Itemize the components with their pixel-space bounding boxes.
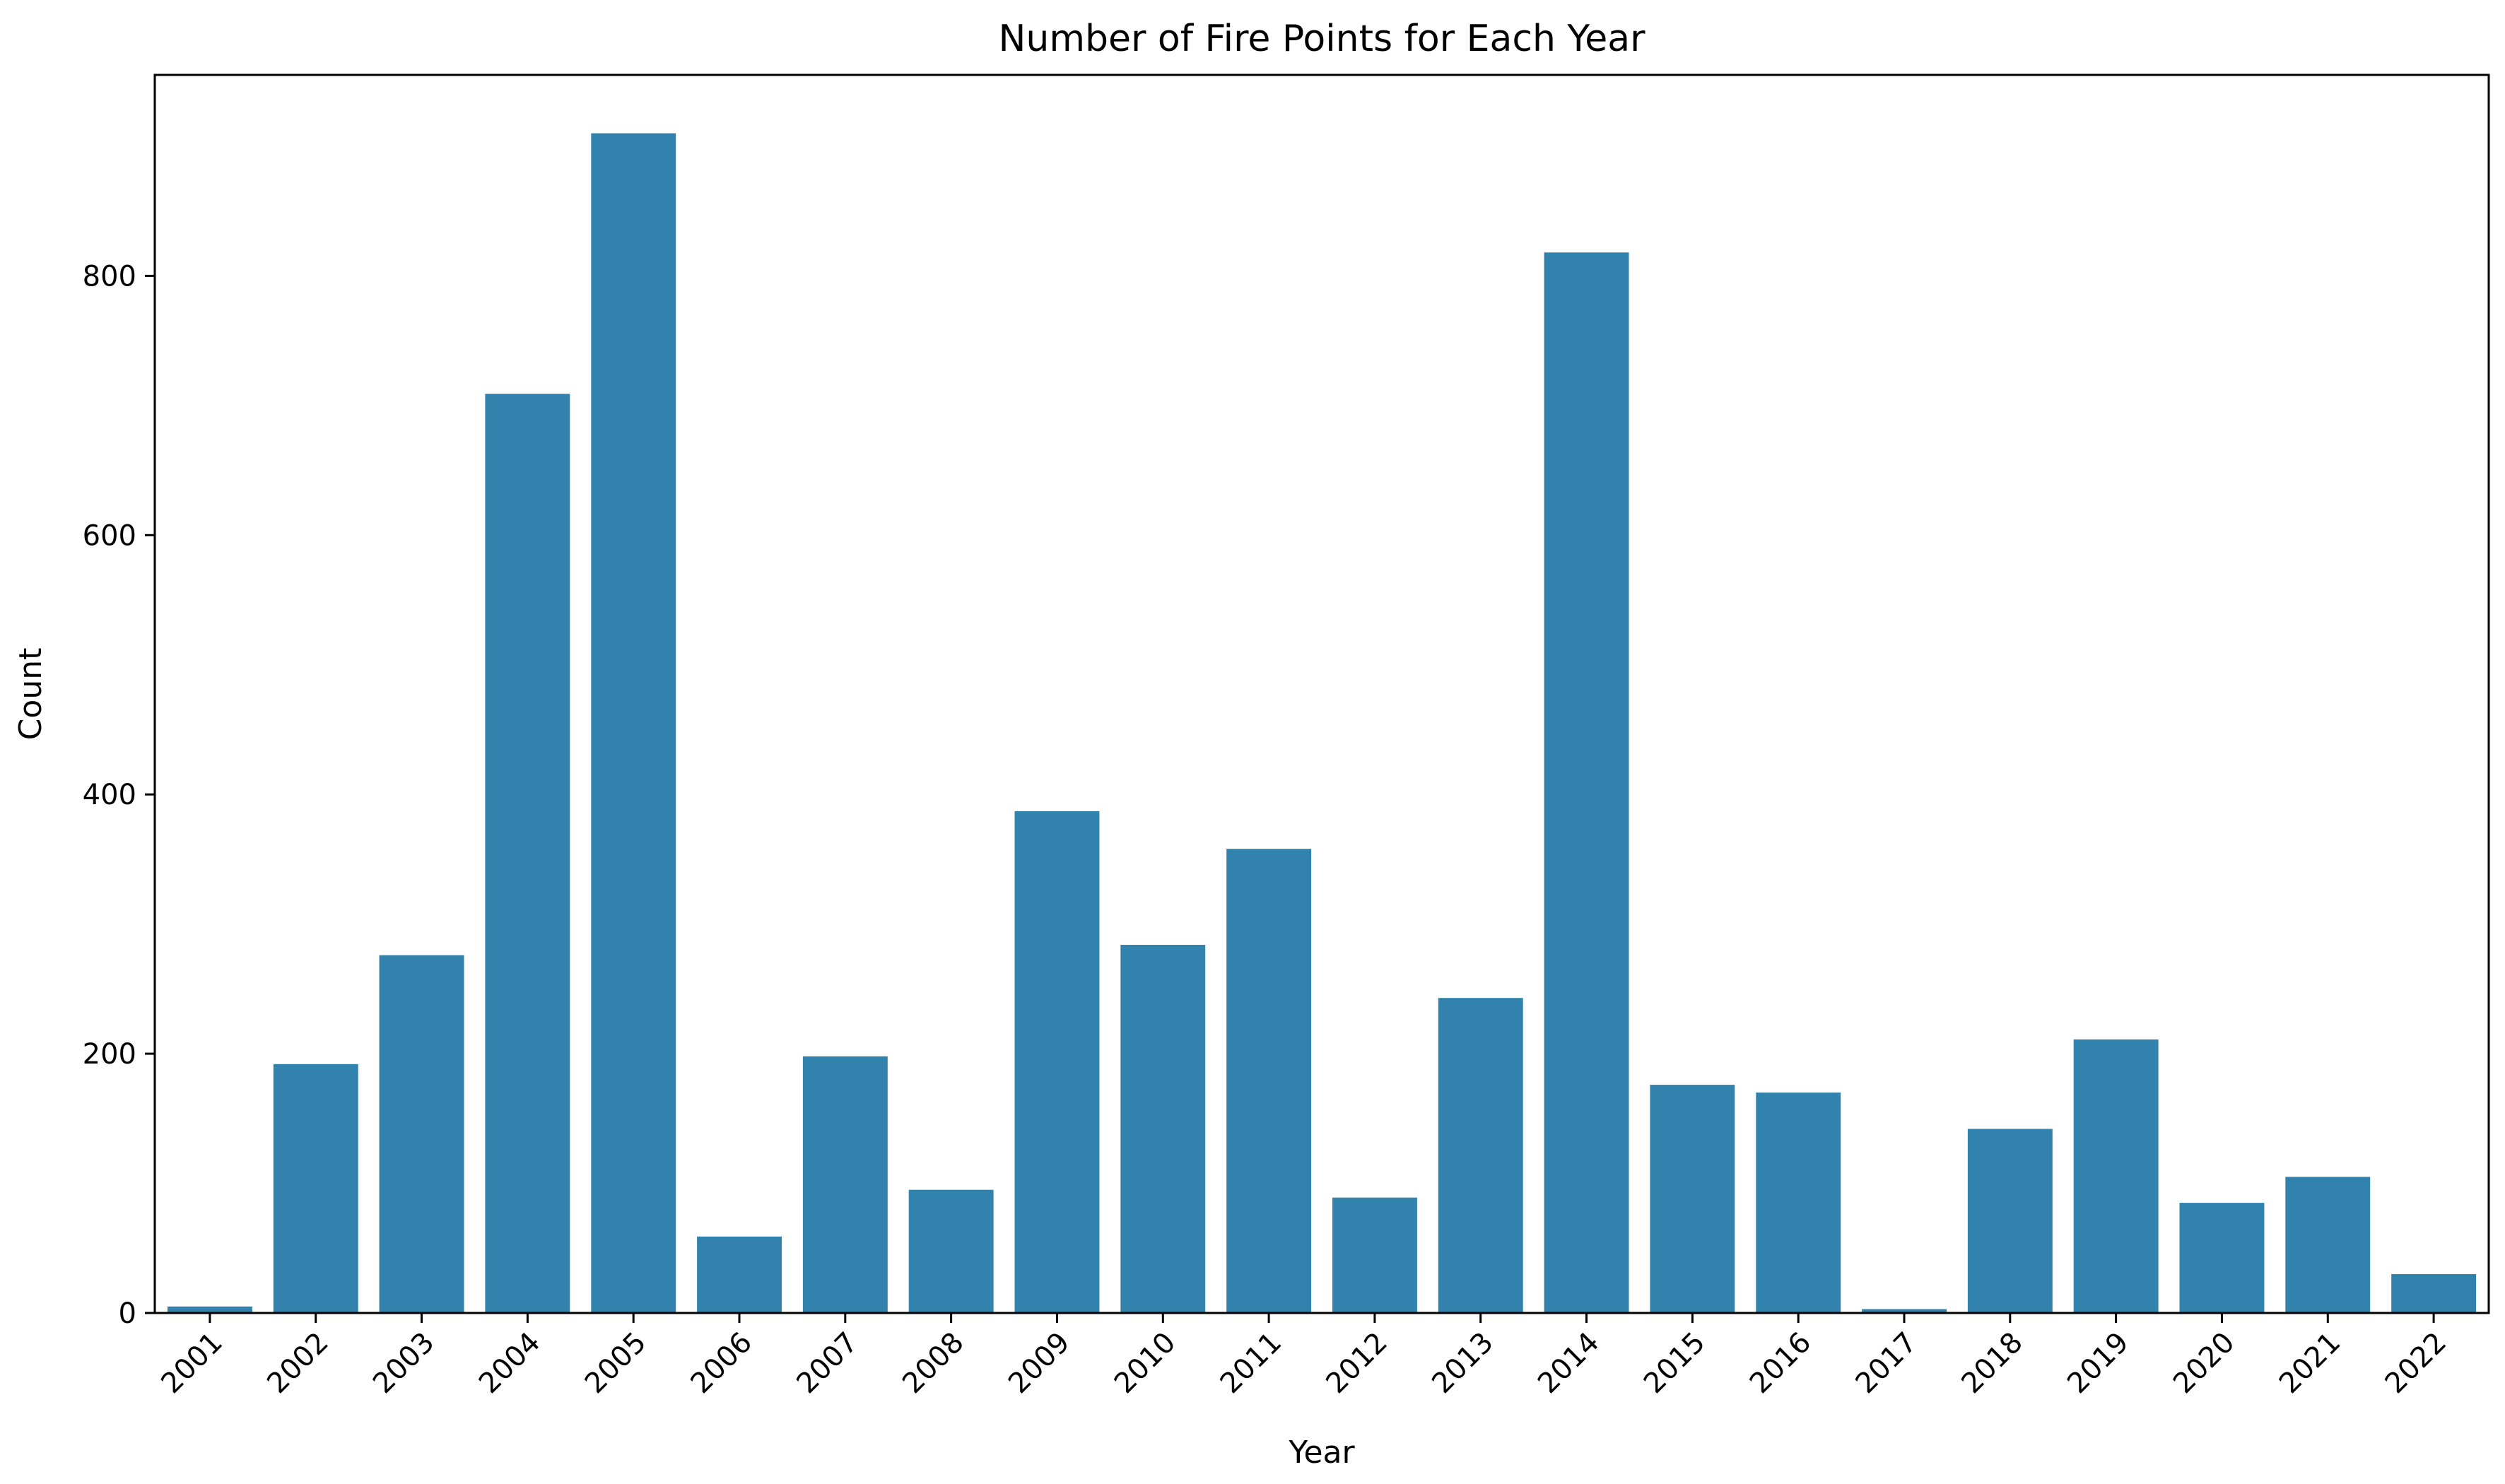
bar-2022 — [2391, 1274, 2477, 1313]
bar-2001 — [168, 1306, 252, 1313]
x-tick-label-2021: 2021 — [2273, 1326, 2347, 1401]
bar-2009 — [1014, 811, 1100, 1313]
x-tick-label-2008: 2008 — [896, 1326, 970, 1401]
x-tick-label-2020: 2020 — [2167, 1326, 2241, 1401]
x-tick-label-2016: 2016 — [1744, 1326, 1818, 1401]
x-tick-label-2012: 2012 — [1320, 1326, 1394, 1401]
x-tick-label-2013: 2013 — [1426, 1326, 1500, 1401]
x-tick-label-2006: 2006 — [685, 1326, 759, 1401]
bar-2004 — [485, 394, 570, 1313]
x-tick-label-2004: 2004 — [473, 1326, 547, 1401]
x-tick-label-2002: 2002 — [261, 1326, 335, 1401]
x-tick-label-2001: 2001 — [155, 1326, 229, 1401]
y-axis-label: Count — [13, 648, 49, 741]
x-tick-label-2003: 2003 — [367, 1326, 441, 1401]
x-tick-label-2007: 2007 — [790, 1326, 864, 1401]
bar-2006 — [697, 1236, 782, 1313]
y-tick-label-600: 600 — [83, 519, 136, 552]
y-tick-label-200: 200 — [83, 1038, 136, 1071]
bar-2017 — [1862, 1309, 1947, 1313]
x-tick-label-2005: 2005 — [579, 1326, 653, 1401]
x-tick-label-2011: 2011 — [1214, 1326, 1289, 1401]
bar-2014 — [1544, 252, 1629, 1313]
y-tick-label-400: 400 — [83, 779, 136, 811]
bars-layer — [168, 133, 2477, 1314]
bar-2013 — [1438, 998, 1523, 1313]
y-tick-label-0: 0 — [119, 1297, 136, 1330]
chart-title: Number of Fire Points for Each Year — [998, 18, 1645, 60]
x-tick-label-2019: 2019 — [2061, 1326, 2135, 1401]
plot-frame — [153, 73, 2490, 1314]
bar-2016 — [1756, 1093, 1841, 1313]
x-tick-label-2009: 2009 — [1002, 1326, 1076, 1401]
bar-2007 — [802, 1056, 888, 1313]
x-tick-label-2015: 2015 — [1638, 1326, 1712, 1401]
bar-2012 — [1332, 1197, 1417, 1313]
bar-2015 — [1650, 1085, 1735, 1313]
bar-2020 — [2179, 1203, 2265, 1313]
y-axis: 0 200 400 600 800 — [83, 260, 155, 1330]
bar-2018 — [1967, 1129, 2053, 1313]
bar-2021 — [2285, 1177, 2371, 1313]
bar-2019 — [2073, 1039, 2159, 1313]
x-tick-label-2014: 2014 — [1532, 1326, 1606, 1401]
bar-2003 — [379, 955, 464, 1313]
bar-2011 — [1226, 849, 1312, 1313]
x-tick-label-2010: 2010 — [1108, 1326, 1183, 1401]
x-tick-label-2022: 2022 — [2379, 1326, 2453, 1401]
y-tick-label-800: 800 — [83, 260, 136, 293]
bar-2010 — [1120, 945, 1206, 1313]
bar-2002 — [273, 1064, 358, 1313]
x-axis: 2001 2002 2003 2004 2005 2006 2007 2008 2009 2010… — [155, 1313, 2453, 1400]
x-tick-label-2017: 2017 — [1850, 1326, 1924, 1401]
bar-2008 — [908, 1189, 994, 1313]
x-tick-label-2018: 2018 — [1955, 1326, 2029, 1401]
x-axis-label: Year — [1288, 1435, 1355, 1471]
bar-2005 — [591, 133, 676, 1314]
